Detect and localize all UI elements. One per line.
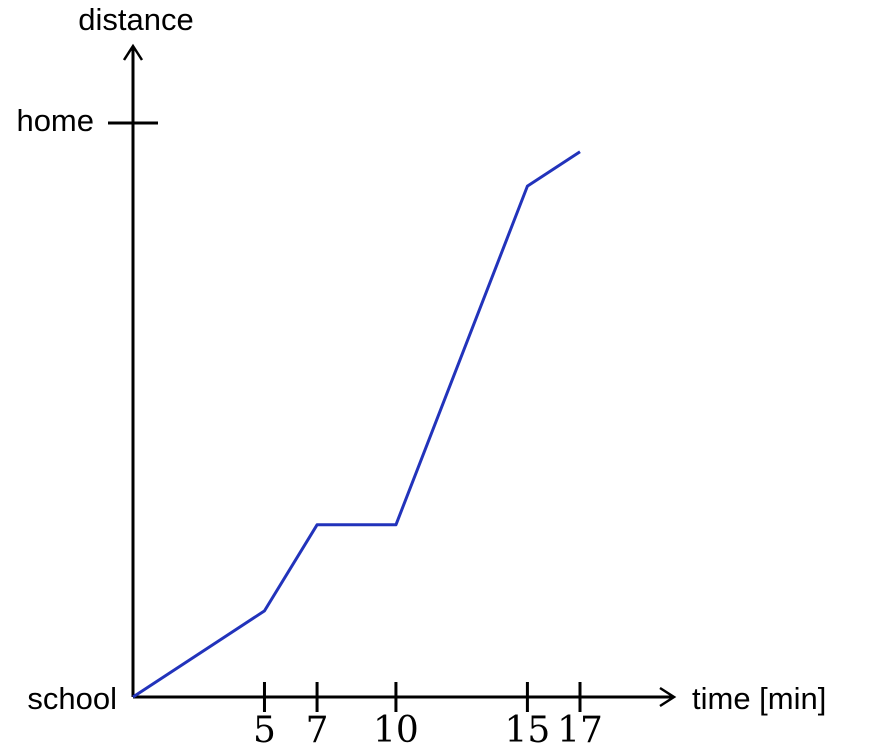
- x-tick-label: 5: [253, 710, 276, 751]
- series-layer: [132, 150, 581, 699]
- x-axis-arrowhead: [659, 686, 677, 708]
- y-axis-arrowhead: [122, 43, 144, 61]
- x-tick-label: 15: [505, 710, 551, 751]
- school-label: school: [27, 681, 117, 716]
- x-tick-label: 10: [373, 710, 419, 751]
- distance-line: [132, 150, 581, 699]
- x-ticks: 5 7 10 15 17: [253, 682, 603, 751]
- x-tick-label: 7: [306, 710, 329, 751]
- x-tick-label: 17: [557, 710, 603, 751]
- home-label: home: [16, 103, 94, 138]
- y-axis-label: distance: [78, 2, 193, 37]
- x-axis-label: time [min]: [692, 681, 826, 716]
